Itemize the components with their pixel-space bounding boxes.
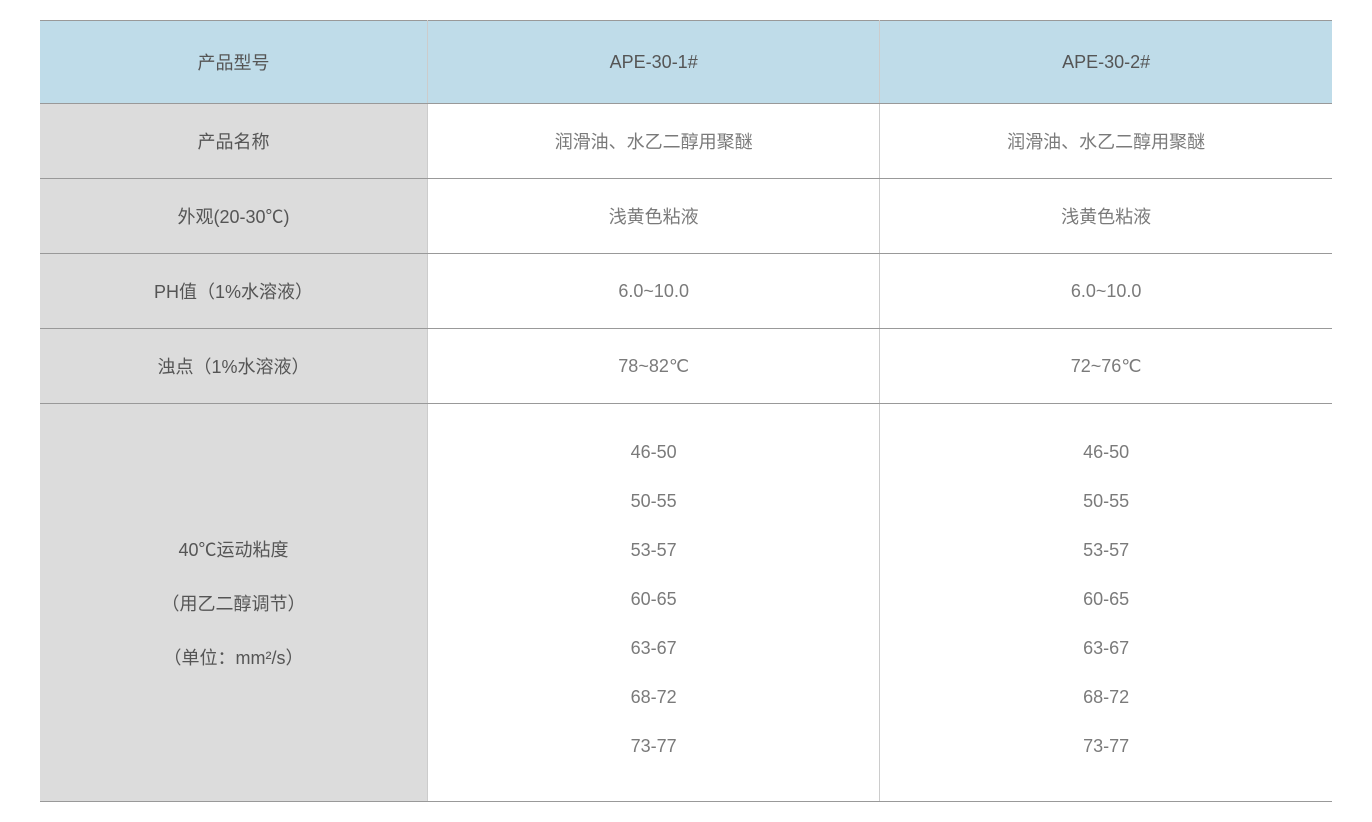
- viscosity-value: 60-65: [438, 575, 869, 624]
- viscosity-value: 73-77: [890, 722, 1322, 771]
- row-data: 润滑油、水乙二醇用聚醚: [428, 104, 880, 179]
- table-row-viscosity: 40℃运动粘度 （用乙二醇调节） （单位：mm²/s） 46-50 50-55 …: [40, 404, 1332, 802]
- viscosity-value: 53-57: [438, 526, 869, 575]
- viscosity-value: 68-72: [890, 673, 1322, 722]
- header-col-ape-30-1: APE-30-1#: [428, 21, 880, 104]
- product-spec-table: 产品型号 APE-30-1# APE-30-2# 产品名称 润滑油、水乙二醇用聚…: [40, 20, 1332, 802]
- row-label-product-name: 产品名称: [40, 104, 428, 179]
- header-col-ape-30-2: APE-30-2#: [880, 21, 1332, 104]
- row-data: 72~76℃: [880, 329, 1332, 404]
- viscosity-label-line: 40℃运动粘度: [50, 522, 417, 576]
- viscosity-value: 50-55: [890, 477, 1322, 526]
- table-row: 外观(20-30℃) 浅黄色粘液 浅黄色粘液: [40, 179, 1332, 254]
- row-label-appearance: 外观(20-30℃): [40, 179, 428, 254]
- row-data: 6.0~10.0: [880, 254, 1332, 329]
- viscosity-value: 60-65: [890, 575, 1322, 624]
- viscosity-value: 63-67: [438, 624, 869, 673]
- row-data: 浅黄色粘液: [880, 179, 1332, 254]
- table-row: 浊点（1%水溶液） 78~82℃ 72~76℃: [40, 329, 1332, 404]
- table-header-row: 产品型号 APE-30-1# APE-30-2#: [40, 21, 1332, 104]
- table-row: 产品名称 润滑油、水乙二醇用聚醚 润滑油、水乙二醇用聚醚: [40, 104, 1332, 179]
- viscosity-value: 50-55: [438, 477, 869, 526]
- row-label-viscosity: 40℃运动粘度 （用乙二醇调节） （单位：mm²/s）: [40, 404, 428, 802]
- table-row: PH值（1%水溶液） 6.0~10.0 6.0~10.0: [40, 254, 1332, 329]
- viscosity-value: 63-67: [890, 624, 1322, 673]
- viscosity-label-line: （单位：mm²/s）: [50, 630, 417, 684]
- viscosity-value: 46-50: [890, 428, 1322, 477]
- row-data: 润滑油、水乙二醇用聚醚: [880, 104, 1332, 179]
- row-label-cloud-point: 浊点（1%水溶液）: [40, 329, 428, 404]
- header-col-product-model: 产品型号: [40, 21, 428, 104]
- viscosity-value: 46-50: [438, 428, 869, 477]
- viscosity-label-line: （用乙二醇调节）: [50, 576, 417, 630]
- viscosity-data-col1: 46-50 50-55 53-57 60-65 63-67 68-72 73-7…: [428, 404, 880, 802]
- viscosity-value: 53-57: [890, 526, 1322, 575]
- row-data: 78~82℃: [428, 329, 880, 404]
- row-data: 6.0~10.0: [428, 254, 880, 329]
- viscosity-data-col2: 46-50 50-55 53-57 60-65 63-67 68-72 73-7…: [880, 404, 1332, 802]
- row-data: 浅黄色粘液: [428, 179, 880, 254]
- viscosity-value: 68-72: [438, 673, 869, 722]
- viscosity-value: 73-77: [438, 722, 869, 771]
- row-label-ph: PH值（1%水溶液）: [40, 254, 428, 329]
